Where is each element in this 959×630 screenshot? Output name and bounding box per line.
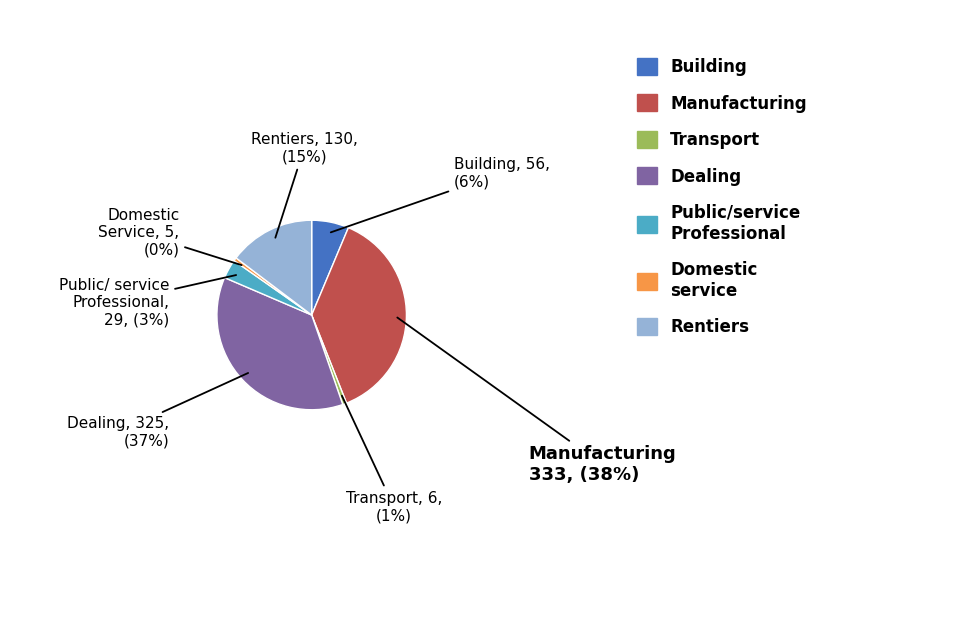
Wedge shape bbox=[236, 220, 312, 315]
Text: Public/ service
Professional,
29, (3%): Public/ service Professional, 29, (3%) bbox=[59, 275, 236, 328]
Wedge shape bbox=[312, 220, 348, 315]
Text: Dealing, 325,
(37%): Dealing, 325, (37%) bbox=[67, 373, 248, 449]
Text: Domestic
Service, 5,
(0%): Domestic Service, 5, (0%) bbox=[99, 208, 242, 265]
Text: Manufacturing
333, (38%): Manufacturing 333, (38%) bbox=[397, 318, 676, 484]
Wedge shape bbox=[217, 278, 342, 410]
Wedge shape bbox=[312, 227, 407, 403]
Text: Transport, 6,
(1%): Transport, 6, (1%) bbox=[341, 396, 442, 523]
Text: Building, 56,
(6%): Building, 56, (6%) bbox=[331, 157, 550, 232]
Text: Rentiers, 130,
(15%): Rentiers, 130, (15%) bbox=[250, 132, 358, 238]
Wedge shape bbox=[312, 315, 346, 404]
Legend: Building, Manufacturing, Transport, Dealing, Public/service
Professional, Domest: Building, Manufacturing, Transport, Deal… bbox=[630, 51, 813, 343]
Wedge shape bbox=[234, 258, 312, 315]
Wedge shape bbox=[224, 261, 312, 315]
